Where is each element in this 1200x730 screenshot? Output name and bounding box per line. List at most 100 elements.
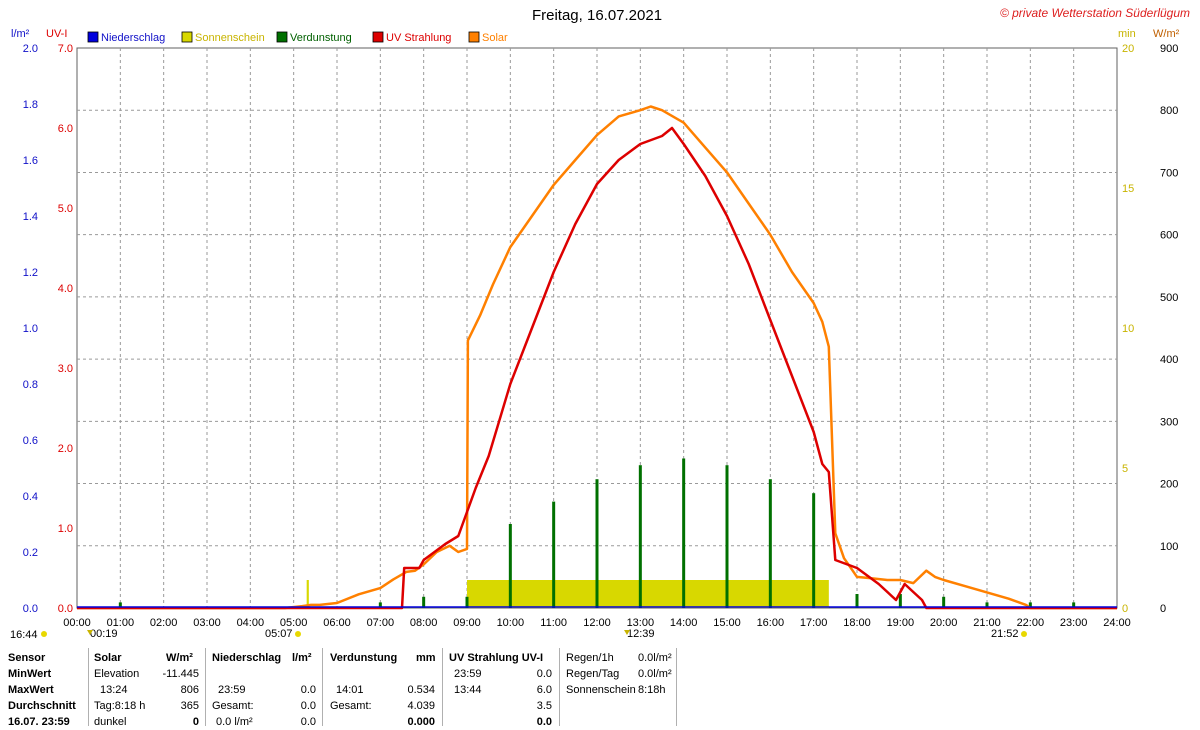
legend-swatch — [181, 31, 193, 43]
x-tick-label: 02:00 — [150, 617, 178, 629]
evaporation-bar — [1028, 602, 1032, 608]
y-tick-label-rain: 1.8 — [23, 99, 38, 111]
sunshine-bar — [467, 580, 829, 608]
sonnenschein-value: 8:18h — [638, 684, 666, 696]
marker-triangle-icon — [624, 630, 630, 635]
legend-swatch — [276, 31, 288, 43]
evaporation-bar — [898, 594, 902, 608]
niederschlag-unit: l/m² — [292, 652, 312, 664]
x-tick-label: 03:00 — [193, 617, 221, 629]
y-tick-label-sunshine: 10 — [1122, 323, 1134, 335]
y-tick-label-uv: 1.0 — [58, 523, 73, 535]
y-tick-label-solar: 700 — [1160, 167, 1178, 179]
legend-swatch — [468, 31, 480, 43]
y-tick-label-rain: 1.6 — [23, 155, 38, 167]
y-axis-unit-rain: l/m² — [11, 28, 30, 40]
evaporation-bar — [855, 594, 859, 608]
verdunstung-total-label: Gesamt: — [330, 700, 372, 712]
x-tick-label: 05:00 — [280, 617, 308, 629]
solar-current-value: 0 — [192, 716, 199, 728]
time-marker-uv-min: 00:19 — [90, 628, 118, 640]
x-tick-label: 10:00 — [497, 617, 525, 629]
y-tick-label-rain: 1.4 — [23, 211, 38, 223]
y-tick-label-sunshine: 5 — [1122, 463, 1128, 475]
evaporation-bar — [812, 493, 816, 608]
y-tick-label-sunshine: 15 — [1122, 183, 1134, 195]
y-tick-label-rain: 2.0 — [23, 43, 38, 55]
y-tick-label-uv: 6.0 — [58, 123, 73, 135]
divider — [676, 648, 677, 726]
x-tick-label: 16:00 — [757, 617, 785, 629]
x-tick-label: 13:00 — [627, 617, 655, 629]
solar-max-label: 13:24 — [100, 684, 128, 696]
evaporation-bar — [508, 524, 512, 608]
uv-max-label: 13:44 — [454, 684, 482, 696]
solar-min-label: Elevation — [94, 668, 140, 680]
divider — [442, 648, 443, 726]
y-tick-label-rain: 0.4 — [23, 491, 38, 503]
y-tick-label-solar: 500 — [1160, 292, 1178, 304]
verdunstung-header: Verdunstung — [330, 652, 398, 664]
sunshine-bar — [306, 580, 309, 608]
niederschlag-total-value: 0.0 — [300, 700, 316, 712]
chart-title: Freitag, 16.07.2021 — [532, 7, 662, 24]
y-axis-unit-solar: W/m² — [1153, 28, 1180, 40]
time-marker-sunrise: 05:07 — [265, 628, 293, 640]
sensor-header: Sensor — [8, 652, 46, 664]
row-label-min: MinWert — [8, 668, 52, 680]
verdunstung-total-value: 4.039 — [407, 700, 435, 712]
x-tick-label: 08:00 — [410, 617, 438, 629]
time-marker-sunset: 21:52 — [991, 628, 1019, 640]
legend-label: Sonnenschein — [195, 32, 265, 44]
solar-current-label: dunkel — [94, 716, 127, 728]
uv-avg-value: 3.5 — [536, 700, 552, 712]
niederschlag-total-label: Gesamt: — [212, 700, 254, 712]
evaporation-bar — [465, 596, 469, 608]
y-tick-label-solar: 900 — [1160, 43, 1178, 55]
evaporation-bar — [985, 602, 989, 608]
y-tick-label-solar: 100 — [1160, 541, 1178, 553]
evaporation-bar — [942, 596, 946, 608]
evaporation-bar — [118, 602, 122, 608]
evaporation-bar — [552, 501, 556, 608]
x-tick-label: 14:00 — [670, 617, 698, 629]
weather-chart: 00:00 01:00 02:00 03:00 04:00 05:00 06:00 07:00… — [10, 6, 1190, 641]
x-tick-label: 19:00 — [887, 617, 915, 629]
y-tick-label-sunshine: 0 — [1122, 603, 1128, 615]
x-tick-label: 15:00 — [713, 617, 741, 629]
x-tick-label: 17:00 — [800, 617, 828, 629]
divider — [559, 648, 560, 726]
x-tick-label: 23:00 — [1060, 617, 1088, 629]
legend-label: Niederschlag — [101, 32, 165, 44]
row-label-avg: Durchschnitt — [8, 700, 76, 712]
stats-table: Sensor MinWert MaxWert Durchschnitt 16.0… — [0, 648, 1200, 728]
y-tick-label-uv: 5.0 — [58, 203, 73, 215]
marker-triangle-icon — [87, 630, 93, 635]
x-tick-label: 09:00 — [453, 617, 481, 629]
uv-line — [77, 126, 1117, 610]
niederschlag-current-value: 0.0 — [300, 716, 316, 728]
sun-icon — [295, 631, 301, 637]
legend-label: Verdunstung — [290, 32, 352, 44]
solar-max-value: 806 — [180, 684, 199, 696]
legend-swatch — [87, 31, 99, 43]
y-tick-label-uv: 2.0 — [58, 443, 73, 455]
copyright-label: © private Wetterstation Süderlügum — [1000, 6, 1190, 20]
solar-header: Solar — [94, 652, 122, 664]
x-tick-label: 20:00 — [930, 617, 958, 629]
divider — [88, 648, 89, 726]
y-tick-label-sunshine: 20 — [1122, 43, 1134, 55]
y-tick-label-uv: 0.0 — [58, 603, 73, 615]
time-marker-noon: 12:39 — [627, 628, 655, 640]
x-tick-label: 00:00 — [63, 617, 91, 629]
y-tick-label-solar: 600 — [1160, 230, 1178, 242]
y-axis-unit-sunshine: min — [1118, 28, 1136, 40]
solar-min-value: -11.445 — [162, 668, 200, 680]
x-tick-label: 01:00 — [107, 617, 135, 629]
solar-avg-label: Tag:8:18 h — [94, 700, 146, 712]
x-tick-label: 04:00 — [237, 617, 265, 629]
verdunstung-unit: mm — [416, 652, 436, 664]
verdunstung-max-label: 14:01 — [336, 684, 364, 696]
uv-header: UV Strahlung UV-I — [449, 652, 544, 664]
uv-current-value: 0.0 — [536, 716, 552, 728]
